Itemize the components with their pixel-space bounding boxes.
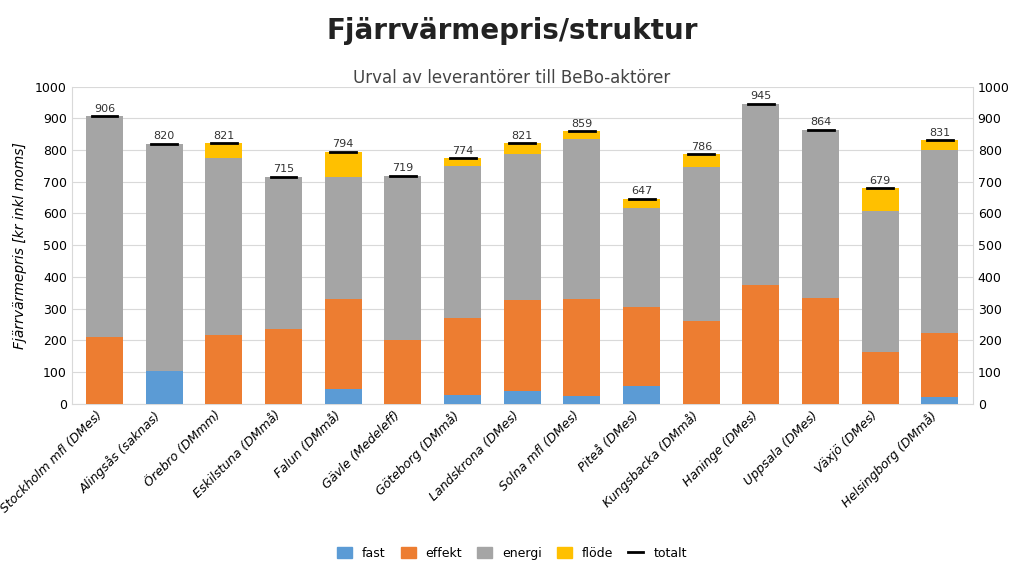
Bar [922, 396, 958, 404]
Bar [683, 155, 720, 167]
Text: 786: 786 [690, 142, 712, 152]
Bar [145, 144, 182, 370]
Bar [444, 158, 481, 166]
Bar [444, 395, 481, 404]
Text: 859: 859 [571, 119, 593, 129]
Bar [384, 176, 422, 340]
Text: 647: 647 [631, 186, 652, 196]
Bar [325, 177, 361, 298]
Bar [504, 155, 541, 300]
Bar [206, 335, 243, 404]
Text: 864: 864 [810, 117, 831, 127]
Bar [86, 117, 123, 337]
Text: 794: 794 [333, 140, 354, 149]
Bar [504, 391, 541, 404]
Bar [563, 132, 600, 139]
Bar [802, 130, 839, 298]
Text: 906: 906 [94, 104, 115, 114]
Bar [325, 152, 361, 177]
Bar [206, 143, 243, 158]
Text: Urval av leverantörer till BeBo-aktörer: Urval av leverantörer till BeBo-aktörer [353, 69, 671, 87]
Bar [563, 396, 600, 404]
Bar [683, 167, 720, 321]
Y-axis label: Fjärrvärmepris [kr inkl moms]: Fjärrvärmepris [kr inkl moms] [12, 142, 27, 349]
Bar [265, 177, 302, 329]
Bar [623, 387, 660, 404]
Bar [623, 198, 660, 208]
Bar [86, 337, 123, 404]
Legend: fast, effekt, energi, flöde, totalt: fast, effekt, energi, flöde, totalt [332, 542, 692, 565]
Text: 820: 820 [154, 131, 175, 141]
Text: 679: 679 [869, 176, 891, 186]
Bar [862, 351, 899, 404]
Text: Fjärrvärmepris/struktur: Fjärrvärmepris/struktur [327, 17, 697, 46]
Bar [802, 298, 839, 404]
Bar [742, 285, 779, 404]
Text: 821: 821 [512, 131, 532, 141]
Bar [922, 149, 958, 333]
Text: 774: 774 [452, 146, 473, 156]
Bar [563, 299, 600, 396]
Bar [325, 389, 361, 404]
Bar [922, 140, 958, 149]
Bar [862, 189, 899, 211]
Bar [623, 208, 660, 307]
Bar [444, 317, 481, 395]
Bar [504, 300, 541, 391]
Bar [922, 333, 958, 396]
Bar [862, 211, 899, 351]
Bar [206, 158, 243, 335]
Bar [742, 104, 779, 285]
Bar [265, 329, 302, 404]
Bar [563, 139, 600, 299]
Bar [504, 143, 541, 155]
Bar [444, 166, 481, 317]
Bar [683, 321, 720, 404]
Bar [384, 340, 422, 404]
Bar [145, 370, 182, 404]
Text: 821: 821 [213, 131, 234, 141]
Bar [623, 307, 660, 387]
Text: 715: 715 [273, 164, 294, 174]
Text: 719: 719 [392, 163, 414, 173]
Text: 945: 945 [751, 92, 771, 102]
Text: 831: 831 [930, 128, 950, 138]
Bar [325, 298, 361, 389]
